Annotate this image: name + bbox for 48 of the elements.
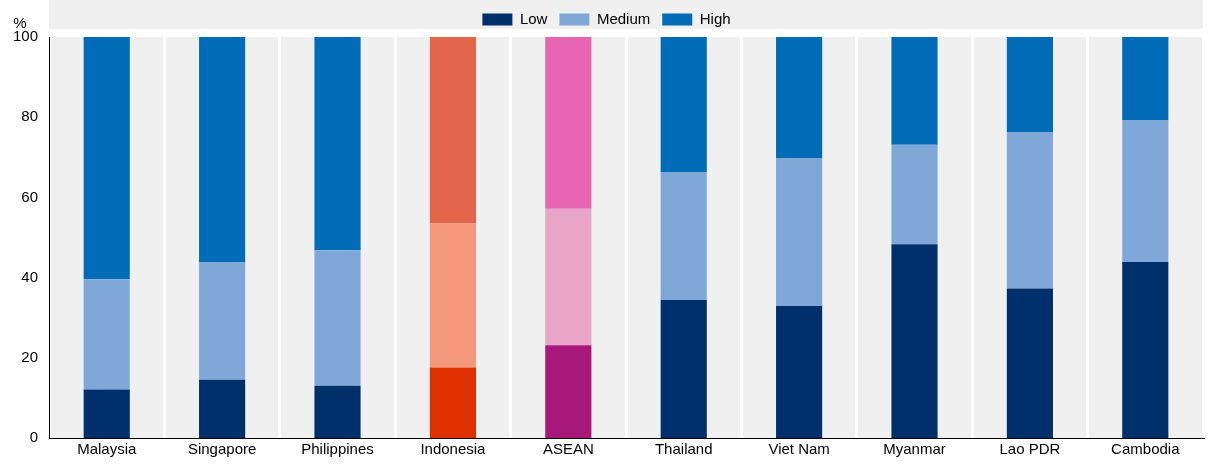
y-tick-label: 60 [21, 187, 39, 205]
bar [1006, 132, 1053, 289]
x-tick-label: Indonesia [420, 440, 487, 458]
bar [83, 37, 130, 280]
y-tick-label: 40 [21, 267, 39, 285]
bar [776, 306, 823, 438]
legend-label: High [699, 9, 731, 27]
bar [429, 367, 476, 438]
bar [1122, 261, 1169, 438]
bar [1006, 37, 1053, 133]
y-tick-label: 80 [21, 107, 39, 125]
y-tick-label: 20 [21, 347, 39, 365]
bar [314, 250, 361, 386]
bar [199, 37, 246, 262]
bar [545, 37, 592, 209]
bar [776, 158, 823, 307]
bar [660, 37, 707, 173]
x-tick-label: Myanmar [883, 440, 946, 458]
bar [429, 37, 476, 224]
x-tick-label: Thailand [654, 440, 713, 458]
x-tick-label: Singapore [187, 440, 257, 458]
bar [545, 345, 592, 438]
bar [83, 279, 130, 390]
bar [314, 385, 361, 438]
x-tick-label: Lao PDR [999, 440, 1061, 458]
bar [314, 37, 361, 251]
bar [891, 244, 938, 438]
bar [660, 300, 707, 438]
bar [199, 379, 246, 438]
x-tick-label: Philippines [301, 440, 374, 458]
x-tick-label: Viet Nam [768, 440, 830, 458]
bar [1006, 288, 1053, 438]
bar [1122, 37, 1169, 121]
bar [545, 208, 592, 346]
bar [660, 172, 707, 301]
bar [429, 223, 476, 368]
bar [1122, 120, 1169, 262]
bar [199, 261, 246, 380]
bar [891, 144, 938, 245]
x-tick-label: ASEAN [542, 440, 594, 458]
bar [891, 37, 938, 145]
y-tick-label: 0 [29, 428, 39, 446]
legend-label: Low [519, 9, 548, 27]
x-tick-label: Cambodia [1111, 440, 1181, 458]
x-tick-label: Malaysia [77, 440, 137, 458]
bar [83, 389, 130, 438]
bar [776, 37, 823, 159]
legend-label: Medium [596, 9, 651, 27]
